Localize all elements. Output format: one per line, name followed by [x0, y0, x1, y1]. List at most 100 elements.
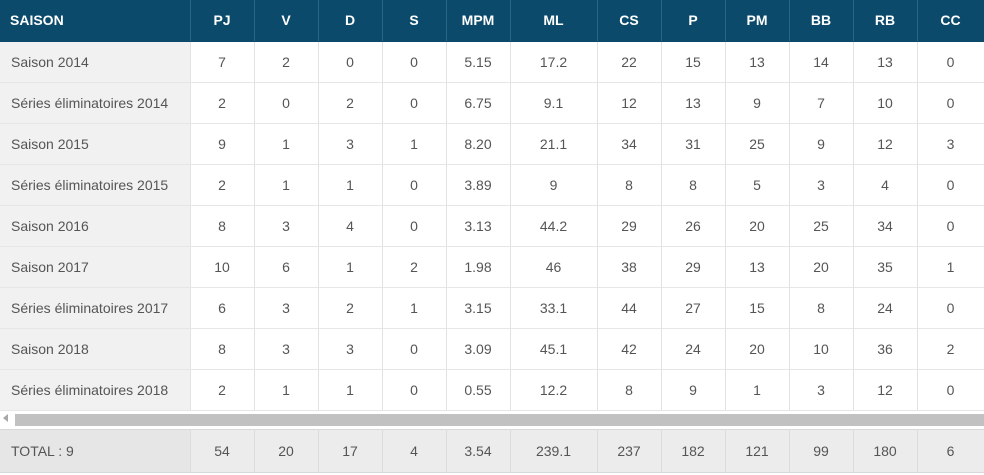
total-bb: 99	[789, 429, 854, 473]
cell-ml: 9	[510, 164, 598, 206]
cell-mpm: 3.89	[446, 164, 511, 206]
cell-v: 3	[254, 205, 319, 247]
cell-p: 15	[661, 41, 726, 83]
row-label: Saison 2017	[0, 246, 191, 288]
cell-rb: 24	[853, 287, 918, 329]
total-rb: 180	[853, 429, 918, 473]
cell-d: 2	[318, 287, 383, 329]
cell-v: 1	[254, 164, 319, 206]
cell-s: 1	[382, 287, 447, 329]
cell-p: 8	[661, 164, 726, 206]
cell-rb: 35	[853, 246, 918, 288]
cell-pj: 2	[190, 164, 255, 206]
cell-mpm: 6.75	[446, 82, 511, 124]
total-s: 4	[382, 429, 447, 473]
cell-bb: 25	[789, 205, 854, 247]
cell-cc: 0	[917, 205, 984, 247]
cell-d: 1	[318, 164, 383, 206]
cell-rb: 13	[853, 41, 918, 83]
cell-p: 24	[661, 328, 726, 370]
cell-bb: 7	[789, 82, 854, 124]
table-row: Séries éliminatoires 2014 2 0 2 0 6.75 9.1 12 13…	[0, 82, 984, 124]
cell-cc: 0	[917, 369, 984, 411]
scrollbar-thumb[interactable]	[15, 414, 984, 426]
cell-s: 0	[382, 41, 447, 83]
cell-pj: 6	[190, 287, 255, 329]
cell-s: 0	[382, 82, 447, 124]
cell-pj: 7	[190, 41, 255, 83]
cell-pj: 8	[190, 328, 255, 370]
cell-ml: 46	[510, 246, 598, 288]
cell-ml: 17.2	[510, 41, 598, 83]
table-row: Saison 2015 9 1 3 1 8.20 21.1 34 31 25 9 12 3	[0, 123, 984, 165]
cell-pm: 20	[725, 205, 790, 247]
cell-pm: 9	[725, 82, 790, 124]
cell-pm: 20	[725, 328, 790, 370]
cell-s: 1	[382, 123, 447, 165]
cell-pj: 2	[190, 82, 255, 124]
cell-mpm: 3.09	[446, 328, 511, 370]
cell-cs: 34	[597, 123, 662, 165]
total-cs: 237	[597, 429, 662, 473]
cell-mpm: 3.13	[446, 205, 511, 247]
column-header-p: P	[661, 0, 726, 42]
cell-v: 1	[254, 123, 319, 165]
cell-rb: 34	[853, 205, 918, 247]
cell-d: 4	[318, 205, 383, 247]
cell-ml: 44.2	[510, 205, 598, 247]
cell-d: 3	[318, 123, 383, 165]
cell-rb: 36	[853, 328, 918, 370]
column-header-v: V	[254, 0, 319, 42]
cell-cs: 29	[597, 205, 662, 247]
cell-mpm: 5.15	[446, 41, 511, 83]
cell-cc: 3	[917, 123, 984, 165]
header-row: SAISON PJ V D S MPM ML CS P PM BB RB CC	[0, 0, 984, 42]
cell-p: 31	[661, 123, 726, 165]
cell-v: 3	[254, 328, 319, 370]
cell-rb: 12	[853, 123, 918, 165]
total-d: 17	[318, 429, 383, 473]
cell-mpm: 1.98	[446, 246, 511, 288]
cell-ml: 45.1	[510, 328, 598, 370]
row-label: Séries éliminatoires 2018	[0, 369, 191, 411]
cell-p: 29	[661, 246, 726, 288]
cell-d: 3	[318, 328, 383, 370]
cell-pm: 25	[725, 123, 790, 165]
cell-bb: 3	[789, 164, 854, 206]
cell-d: 2	[318, 82, 383, 124]
scroll-left-arrow-icon[interactable]	[3, 414, 8, 422]
cell-s: 0	[382, 369, 447, 411]
cell-pm: 13	[725, 246, 790, 288]
cell-ml: 12.2	[510, 369, 598, 411]
cell-v: 1	[254, 369, 319, 411]
cell-v: 2	[254, 41, 319, 83]
total-mpm: 3.54	[446, 429, 511, 473]
table-row: Saison 2014 7 2 0 0 5.15 17.2 22 15 13 14 13 0	[0, 41, 984, 83]
cell-mpm: 3.15	[446, 287, 511, 329]
cell-bb: 8	[789, 287, 854, 329]
column-header-d: D	[318, 0, 383, 42]
column-header-mpm: MPM	[446, 0, 511, 42]
cell-rb: 4	[853, 164, 918, 206]
cell-cc: 1	[917, 246, 984, 288]
cell-p: 26	[661, 205, 726, 247]
cell-cs: 8	[597, 369, 662, 411]
cell-rb: 10	[853, 82, 918, 124]
cell-bb: 14	[789, 41, 854, 83]
cell-bb: 10	[789, 328, 854, 370]
column-header-ml: ML	[510, 0, 598, 42]
cell-cs: 22	[597, 41, 662, 83]
column-header-pm: PM	[725, 0, 790, 42]
cell-d: 1	[318, 246, 383, 288]
cell-cs: 42	[597, 328, 662, 370]
column-header-saison: SAISON	[0, 0, 191, 42]
total-ml: 239.1	[510, 429, 598, 473]
row-label: Saison 2015	[0, 123, 191, 165]
cell-ml: 33.1	[510, 287, 598, 329]
column-header-pj: PJ	[190, 0, 255, 42]
cell-mpm: 0.55	[446, 369, 511, 411]
cell-pm: 15	[725, 287, 790, 329]
horizontal-scrollbar[interactable]	[0, 411, 984, 427]
cell-pj: 9	[190, 123, 255, 165]
total-label: TOTAL : 9	[0, 429, 191, 473]
